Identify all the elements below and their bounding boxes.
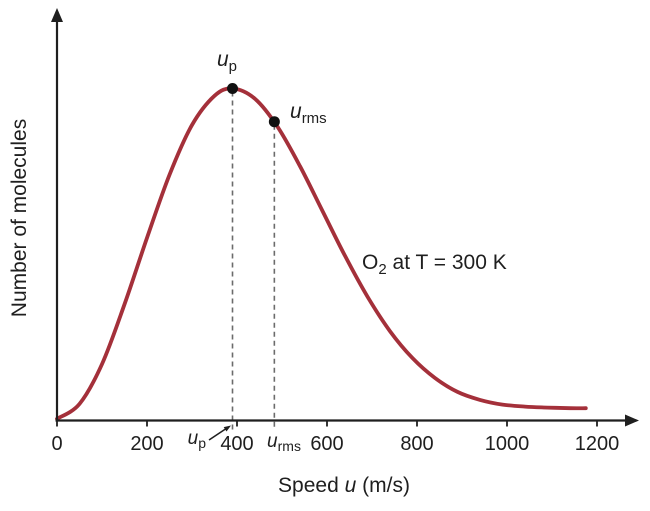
x-axis-title-variable: u xyxy=(345,474,357,497)
distribution-curve xyxy=(55,86,588,421)
x-axis-arrow-icon xyxy=(625,414,639,427)
axis-rms-speed-label-base: u xyxy=(267,431,278,452)
peak-speed-label-base: u xyxy=(217,48,229,71)
axis-rms-speed-label: urms xyxy=(267,431,301,454)
u_p-point xyxy=(227,83,238,94)
peak-speed-label-sub: p xyxy=(229,58,237,75)
x-tick-label-600: 600 xyxy=(310,433,343,455)
x-axis-title-post: (m/s) xyxy=(356,474,410,497)
axis-peak-speed-label: up xyxy=(188,428,207,451)
x-tick-label-400: 400 xyxy=(220,433,253,455)
peak-leader-arrow-icon xyxy=(223,425,231,432)
rms-speed-label-sub: rms xyxy=(302,110,327,127)
condition-annotation: O2 at T = 300 K xyxy=(362,251,507,278)
y-axis-arrow-icon xyxy=(51,8,63,22)
u_rms-point xyxy=(268,116,280,128)
x-axis-title: Speed u (m/s) xyxy=(278,474,410,497)
x-tick-label-1200: 1200 xyxy=(575,433,620,455)
x-tick-label-1000: 1000 xyxy=(485,433,530,455)
markers-group xyxy=(231,91,276,431)
peak-speed-label: up xyxy=(217,48,237,75)
y-axis-title: Number of molecules xyxy=(8,119,31,317)
x-tick-label-200: 200 xyxy=(130,433,163,455)
rms-speed-label: urms xyxy=(290,100,327,127)
axis-peak-speed-label-sub: p xyxy=(198,435,206,451)
peak-leader-line xyxy=(208,428,226,441)
axis-rms-speed-label-sub: rms xyxy=(278,438,301,454)
x-tick-label-0: 0 xyxy=(51,433,62,455)
annotation-rest: at T = 300 K xyxy=(387,251,507,274)
x-tick-label-800: 800 xyxy=(400,433,433,455)
annotation-subscript: 2 xyxy=(378,261,386,278)
rms-speed-label-base: u xyxy=(290,100,302,123)
curve-group xyxy=(55,83,588,421)
axis-peak-speed-label-base: u xyxy=(188,428,199,449)
annotation-element: O xyxy=(362,251,378,274)
x-axis-title-pre: Speed xyxy=(278,474,345,497)
